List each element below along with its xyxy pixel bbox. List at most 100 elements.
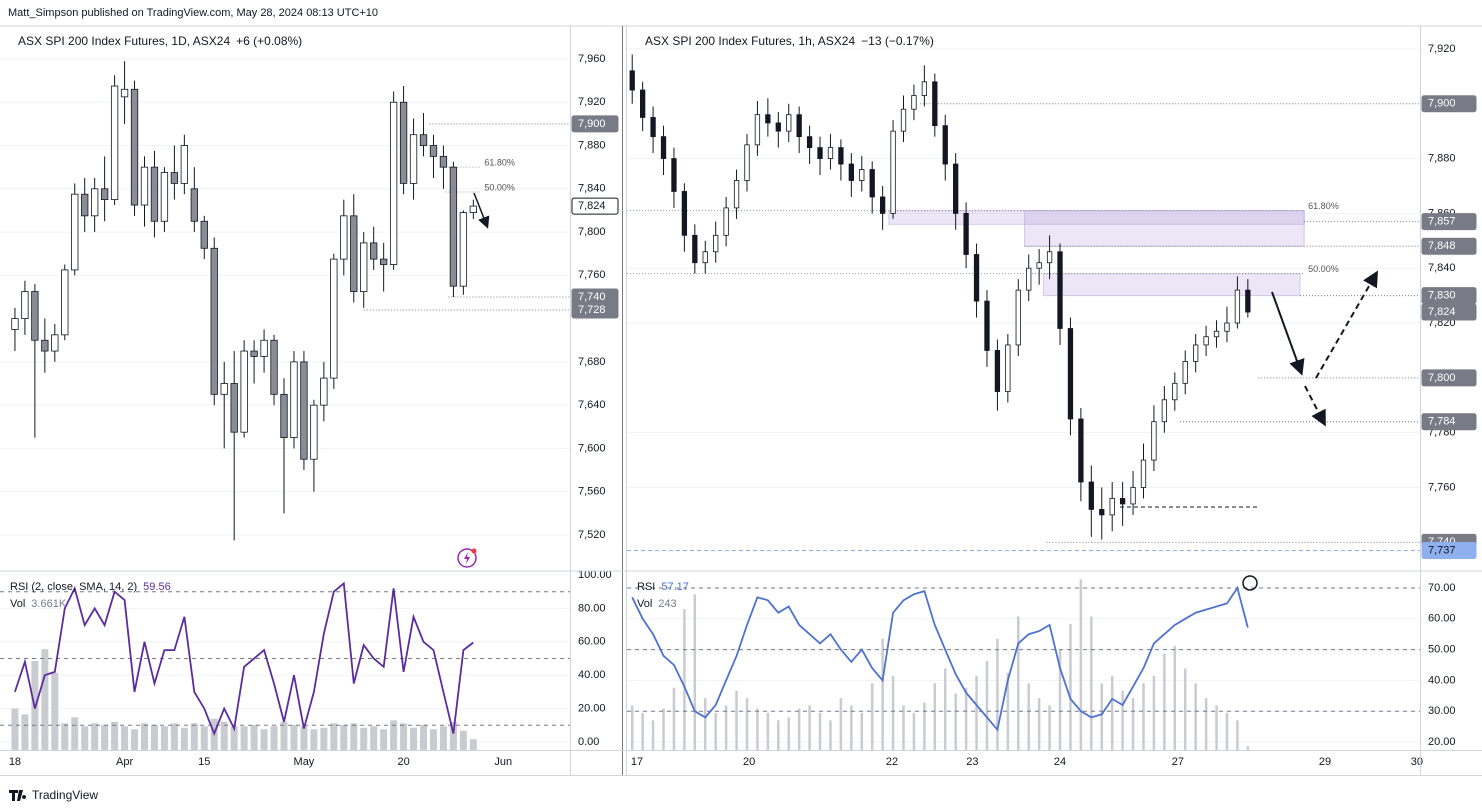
candle-body [671,158,677,192]
volume-bar [310,729,318,750]
volume-bar [1090,616,1093,750]
volume-bar [735,690,738,750]
volume-bar [250,724,258,750]
candle-body [692,234,698,264]
candle-body [51,334,59,352]
volume-bar [101,724,109,750]
candle-body [702,251,708,264]
candle-body [713,234,719,253]
volume-bar [150,724,158,750]
volume-bar [180,727,188,750]
candle-body [681,191,688,236]
candle-body [1213,330,1220,338]
candle-body [796,114,802,138]
rsi-legend-value: 59.56 [143,581,171,593]
volume-bar [1142,683,1145,750]
candle-body [350,215,358,292]
volume-bar [630,705,634,750]
volume-bar [459,730,467,750]
candle-body [765,114,771,124]
price-label-bg [571,115,619,133]
candle-body [320,377,328,406]
footer-brand[interactable]: TradingView [32,788,98,802]
candle-body [723,207,729,236]
rsi-tick-label: 40.00 [578,669,606,681]
volume-bar [71,717,79,750]
candle-body [817,147,823,159]
candle-body [754,114,761,146]
price-label: 7,728 [578,304,606,316]
footer-logo[interactable]: TradingView [9,788,98,802]
chart-change: −13 (−0.17%) [861,34,934,48]
candle-body [1078,418,1084,483]
candle-body [180,145,189,184]
volume-bar [808,705,811,750]
candle-body [91,188,99,217]
price-label-bg [1421,542,1477,560]
y-tick-label: 7,960 [578,53,606,65]
logo-mark[interactable] [9,790,27,801]
volume-bar [91,723,99,750]
y-tick-label: 7,520 [578,529,606,541]
candle-body [230,383,238,433]
candle-body [250,350,258,357]
candle-body [827,147,834,159]
y-tick-label: 7,920 [1428,43,1456,55]
rsi-line [14,581,474,737]
volume-legend: Vol 3.661K [10,598,67,610]
candle-body [81,193,89,217]
rsi-tick-label: 0.00 [578,736,599,748]
alert-icon[interactable] [457,548,477,568]
rsi-legend: RSI (2, close, SMA, 14, 2) 59.56 [10,581,171,593]
x-tick-label: 23 [966,756,978,768]
candle-body [240,350,248,433]
volume-bar [964,687,968,750]
price-zone [1024,210,1305,247]
volume-bar [350,723,358,750]
candle-body [11,318,19,330]
candle-body [409,134,418,184]
price-label: 7,857 [1428,216,1456,228]
candle-body [21,291,29,320]
volume-bar [651,720,655,750]
volume-bar [829,720,832,750]
x-tick-label: 27 [1172,756,1184,768]
volume-bar [160,726,168,750]
arrow [1271,291,1305,376]
alert-icon-dot[interactable] [471,548,477,554]
candle-body [921,81,928,96]
separators [0,25,1482,776]
volume-bar [724,705,728,750]
candle-body [110,85,119,201]
x-tick-label: Jun [494,756,512,768]
header: Matt_Simpson published on TradingView.co… [8,7,378,19]
candle-body [911,95,917,110]
price-label: 7,740 [578,291,606,303]
volume-bar [954,693,957,750]
candle-body [1140,459,1147,488]
volume-bar [714,712,717,750]
price-label-bg [1421,213,1477,231]
volume-legend-name: Vol [10,598,25,610]
candle-body [61,269,69,336]
volume-bar [140,723,148,750]
x-tick-label: May [294,756,315,768]
volume-bar [787,717,790,750]
rsi-legend-name: RSI (2, close, SMA, 14, 2) [10,581,137,593]
drawings [473,192,1378,591]
x-tick-label: 22 [886,756,898,768]
candle-body [419,134,428,146]
y-tick-label: 7,880 [1428,152,1456,164]
chart-title-text: ASX SPI 200 Index Futures, 1h, ASX24 [645,34,855,48]
candle-body [330,258,338,379]
y-tick-label: 7,600 [578,442,606,454]
volume-bar [320,727,328,750]
rsi-line [631,585,1249,732]
x-tick-label: Apr [116,756,133,768]
price-label-bg [1421,413,1477,431]
volume-bar [902,705,905,750]
arrow-dashed [1304,385,1326,427]
volume-bar [943,668,947,750]
alert-icon-bolt[interactable] [464,552,470,564]
fib-label: 50.00% [484,182,515,192]
